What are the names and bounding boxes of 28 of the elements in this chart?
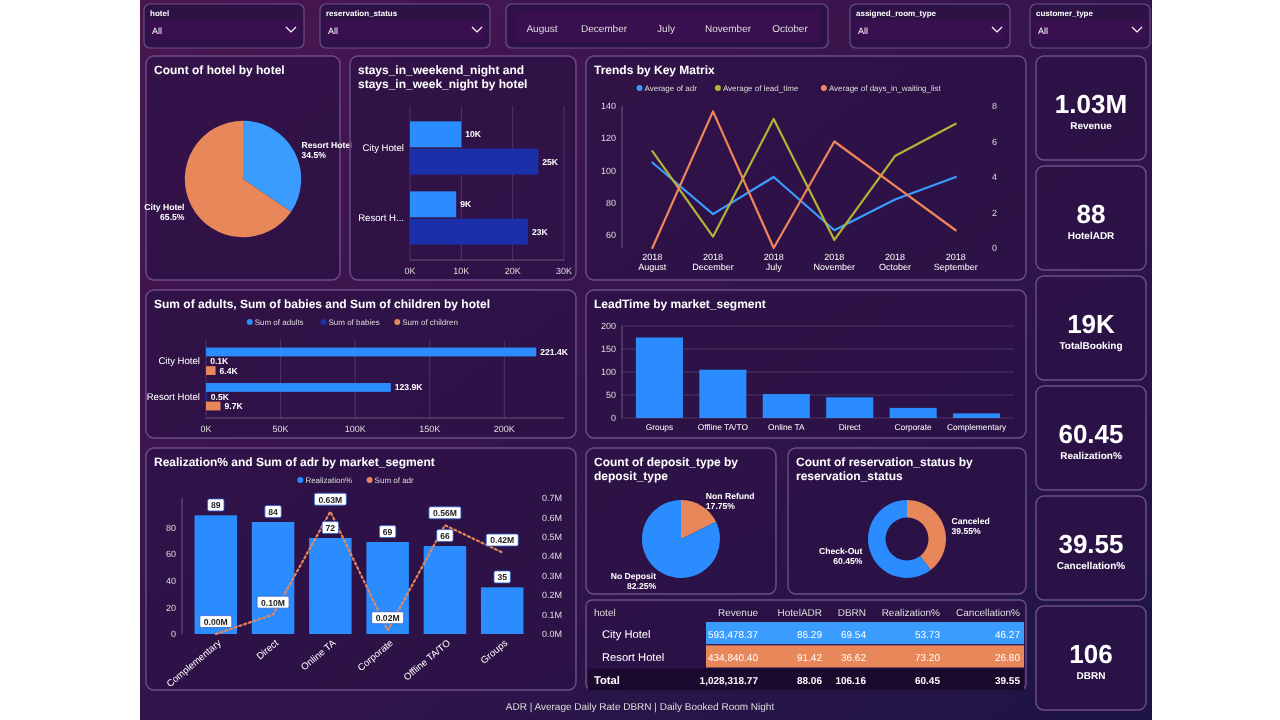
bar [410, 218, 529, 245]
bar [635, 337, 683, 418]
bar [423, 546, 467, 634]
bar [889, 407, 937, 418]
bar [762, 394, 810, 418]
donut-slice [868, 500, 931, 578]
text: 106 [1069, 639, 1113, 669]
bar [410, 121, 462, 148]
bar [194, 515, 238, 634]
bar [826, 397, 874, 418]
text: 88 [1076, 199, 1106, 229]
bar [206, 366, 216, 375]
text: 1.03M [1054, 89, 1128, 119]
bar [410, 191, 457, 218]
text: 60.45 [1058, 419, 1124, 449]
text: 39.55 [1058, 529, 1124, 559]
text: 19K [1067, 309, 1115, 339]
pie-slice [184, 120, 292, 238]
donut-slice [907, 500, 946, 570]
bar [206, 347, 537, 357]
bar [699, 369, 747, 418]
bar [410, 148, 539, 175]
bar [251, 522, 295, 634]
pie-slice [243, 120, 302, 212]
line-series [651, 161, 957, 232]
bar [480, 587, 524, 634]
bar [309, 538, 352, 634]
bar [206, 383, 391, 392]
